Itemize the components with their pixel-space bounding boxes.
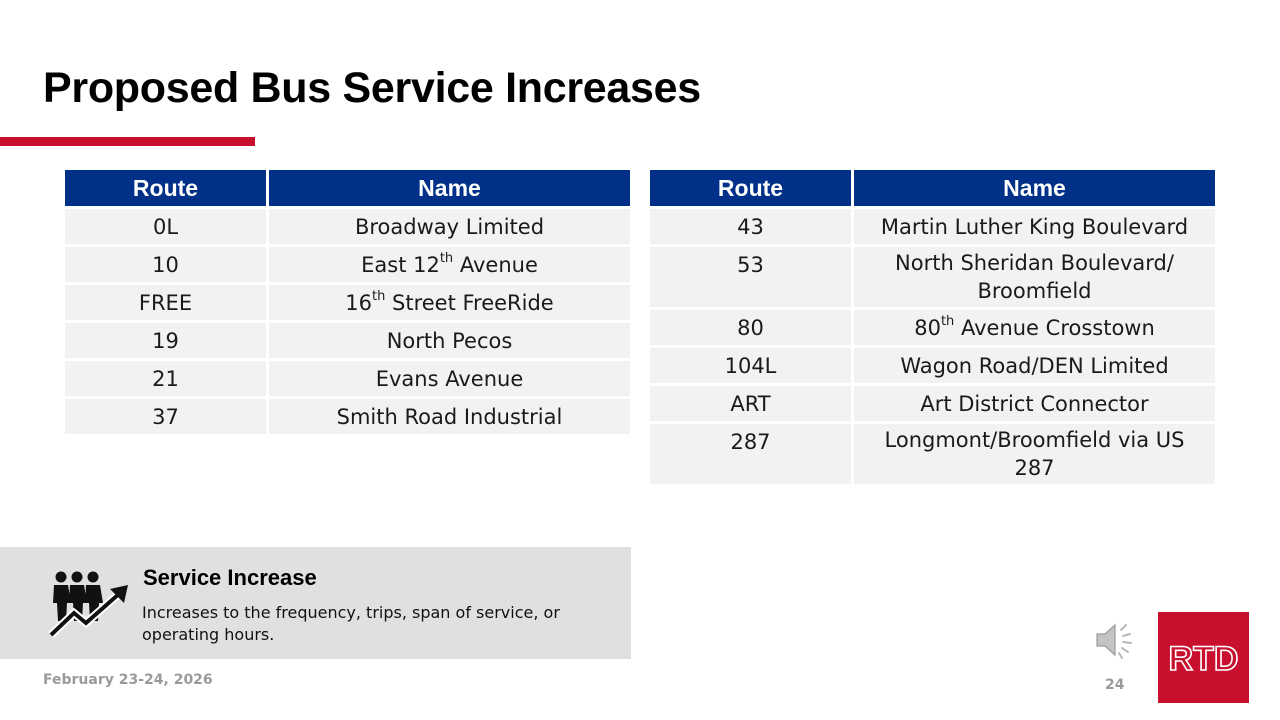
legend-title: Service Increase	[143, 565, 317, 590]
name-cell: Smith Road Industrial	[269, 399, 630, 434]
table-header-row: Route Name	[650, 170, 1215, 206]
left-route-table: Route Name 0L Broadway Limited 10 East 1…	[65, 167, 630, 437]
name-text-after: Street FreeRide	[385, 290, 554, 315]
name-cell: 16th Street FreeRide	[269, 285, 630, 320]
name-text: 80	[914, 315, 941, 340]
name-cell: Martin Luther King Boulevard	[854, 209, 1215, 244]
name-cell: 80th Avenue Crosstown	[854, 310, 1215, 345]
route-cell: 53	[650, 247, 854, 307]
table-row: 80 80th Avenue Crosstown	[650, 310, 1215, 345]
route-cell: 10	[65, 247, 269, 282]
table-header-row: Route Name	[65, 170, 630, 206]
name-text-after: Avenue	[453, 252, 538, 277]
name-column-header: Name	[269, 170, 630, 206]
rtd-logo: RTD	[1158, 612, 1249, 703]
table-row: 21 Evans Avenue	[65, 361, 630, 396]
name-cell: North Sheridan Boulevard/ Broomfield	[854, 247, 1215, 307]
accent-bar	[0, 137, 255, 146]
table-row: 104L Wagon Road/DEN Limited	[650, 348, 1215, 383]
speaker-icon[interactable]	[1093, 618, 1137, 662]
table-row: 37 Smith Road Industrial	[65, 399, 630, 434]
route-column-header: Route	[650, 170, 854, 206]
table-row: ART Art District Connector	[650, 386, 1215, 421]
page-number: 24	[1105, 677, 1125, 693]
name-text: East 12	[361, 252, 440, 277]
route-cell: FREE	[65, 285, 269, 320]
rtd-logo-text: RTD	[1169, 640, 1239, 678]
name-cell: East 12th Avenue	[269, 247, 630, 282]
footer-date: February 23-24, 2026	[43, 672, 213, 688]
ordinal-suffix: th	[439, 250, 454, 266]
route-cell: 287	[650, 424, 854, 484]
table-row: 287 Longmont/Broomfield via US 287	[650, 424, 1215, 484]
route-cell: 43	[650, 209, 854, 244]
table-row: 0L Broadway Limited	[65, 209, 630, 244]
route-cell: 0L	[65, 209, 269, 244]
route-cell: 19	[65, 323, 269, 358]
slide-title: Proposed Bus Service Increases	[43, 64, 701, 112]
name-cell: Art District Connector	[854, 386, 1215, 421]
table-row: FREE 16th Street FreeRide	[65, 285, 630, 320]
route-cell: ART	[650, 386, 854, 421]
table-row: 10 East 12th Avenue	[65, 247, 630, 282]
table-row: 19 North Pecos	[65, 323, 630, 358]
people-trend-up-icon	[48, 569, 130, 639]
table-row: 53 North Sheridan Boulevard/ Broomfield	[650, 247, 1215, 307]
legend-description: Increases to the frequency, trips, span …	[142, 603, 560, 644]
route-cell: 104L	[650, 348, 854, 383]
route-cell: 80	[650, 310, 854, 345]
name-cell: North Pecos	[269, 323, 630, 358]
name-cell: Longmont/Broomfield via US 287	[854, 424, 1215, 484]
route-cell: 37	[65, 399, 269, 434]
route-cell: 21	[65, 361, 269, 396]
right-route-table: Route Name 43 Martin Luther King Bouleva…	[650, 167, 1215, 487]
name-text: 16	[345, 290, 372, 315]
name-text-after: Avenue Crosstown	[954, 315, 1155, 340]
name-cell: Evans Avenue	[269, 361, 630, 396]
table-row: 43 Martin Luther King Boulevard	[650, 209, 1215, 244]
name-cell: Broadway Limited	[269, 209, 630, 244]
name-cell: Wagon Road/DEN Limited	[854, 348, 1215, 383]
ordinal-suffix: th	[940, 313, 955, 329]
ordinal-suffix: th	[371, 288, 386, 304]
name-column-header: Name	[854, 170, 1215, 206]
route-column-header: Route	[65, 170, 269, 206]
